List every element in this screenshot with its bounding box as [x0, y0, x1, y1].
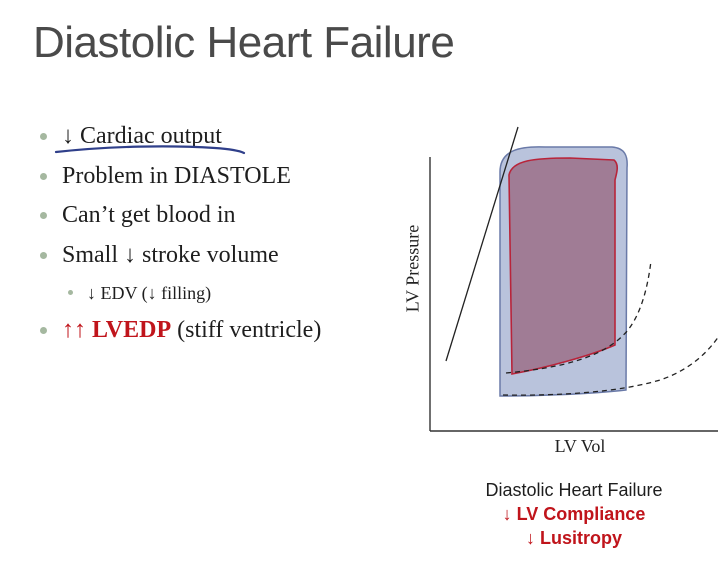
- bullet-list: ↓ Cardiac output Problem in DIASTOLE Can…: [40, 117, 400, 351]
- bullet-dot-icon: [40, 251, 47, 259]
- x-axis-label: LV Vol: [554, 436, 606, 456]
- failure-pv-loop: [508, 157, 619, 375]
- bullet-text: Problem in DIASTOLE: [62, 162, 291, 189]
- diagram-caption-title: Diastolic Heart Failure: [485, 480, 663, 500]
- bullet-item: Can’t get blood in: [40, 196, 400, 236]
- diagram-caption-lusitropy: ↓ Lusitropy: [525, 528, 622, 548]
- diagram-caption-compliance: ↓ LV Compliance: [502, 504, 646, 524]
- bullet-item: ↑↑ LVEDP (stiff ventricle): [40, 311, 400, 351]
- bullet-item: Small ↓ stroke volume: [40, 236, 400, 276]
- bullet-text: ↓ Cardiac output: [62, 123, 222, 149]
- bullet-dot-icon: [40, 327, 47, 334]
- bullet-dot-icon: [68, 290, 73, 295]
- edpvr-stiff-curve: [505, 260, 652, 374]
- bullet-dot-icon: [40, 172, 47, 180]
- bullet-dot-icon: [40, 133, 47, 140]
- bullet-item: ↓ Cardiac output: [40, 117, 400, 157]
- bullet-text: ↓ EDV (↓ filling): [87, 283, 212, 303]
- bullet-text: Small ↓ stroke volume: [62, 241, 279, 268]
- bullet-dot-icon: [40, 212, 47, 219]
- slide-title: Diastolic Heart Failure: [33, 18, 455, 67]
- bullet-text: (stiff ventricle): [171, 317, 322, 343]
- espvr-line: [445, 126, 519, 362]
- bullet-highlight: ↑↑ LVEDP: [62, 317, 172, 343]
- sub-bullet-item: ↓ EDV (↓ filling): [40, 275, 400, 311]
- bullet-text: Can’t get blood in: [62, 202, 236, 228]
- edpvr-normal-curve: [502, 335, 720, 396]
- bullet-item: Problem in DIASTOLE: [40, 157, 400, 197]
- y-axis-label: LV Pressure: [402, 224, 423, 313]
